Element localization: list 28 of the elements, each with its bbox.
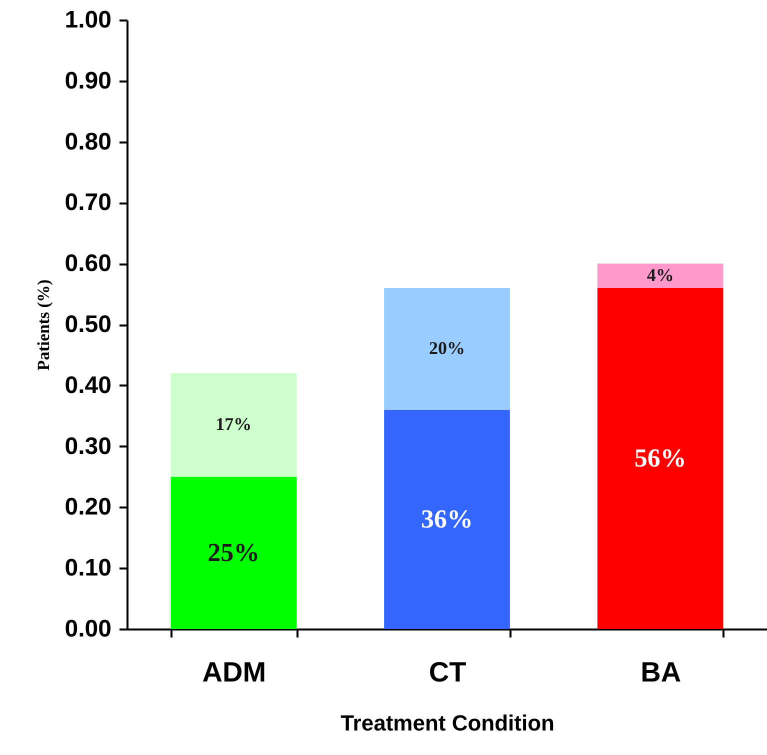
bar (597, 264, 724, 288)
data-label: 25% (208, 538, 260, 567)
bar (170, 476, 297, 629)
y-tick-label: 0.00 (64, 616, 112, 642)
data-label: 17% (216, 414, 252, 434)
bar (384, 288, 510, 410)
data-label: 20% (429, 338, 465, 358)
x-tick-label: CT (428, 656, 466, 688)
y-tick-label: 0.70 (64, 189, 112, 216)
y-tick-label: 0.40 (64, 372, 112, 399)
y-tick-label: 0.30 (64, 432, 112, 460)
data-label: 4% (646, 264, 674, 285)
bar (384, 410, 510, 629)
y-tick-label: 0.80 (64, 128, 112, 156)
data-label: 36% (421, 504, 473, 534)
x-axis-title: Treatment Condition (340, 710, 554, 736)
y-axis-title: Patients (%) (34, 279, 53, 371)
y-tick-label: 0.60 (64, 250, 112, 278)
y-tick-label: 0.10 (64, 554, 112, 582)
y-tick-label: 0.20 (64, 494, 112, 521)
bar (597, 288, 724, 629)
data-label: 56% (634, 443, 686, 472)
y-tick-label: 1.00 (64, 6, 112, 34)
bar (170, 373, 297, 477)
x-tick-label: BA (640, 656, 682, 688)
x-tick-label: ADM (202, 656, 266, 688)
y-tick-label: 0.90 (64, 67, 112, 94)
y-tick-label: 0.50 (64, 311, 112, 338)
